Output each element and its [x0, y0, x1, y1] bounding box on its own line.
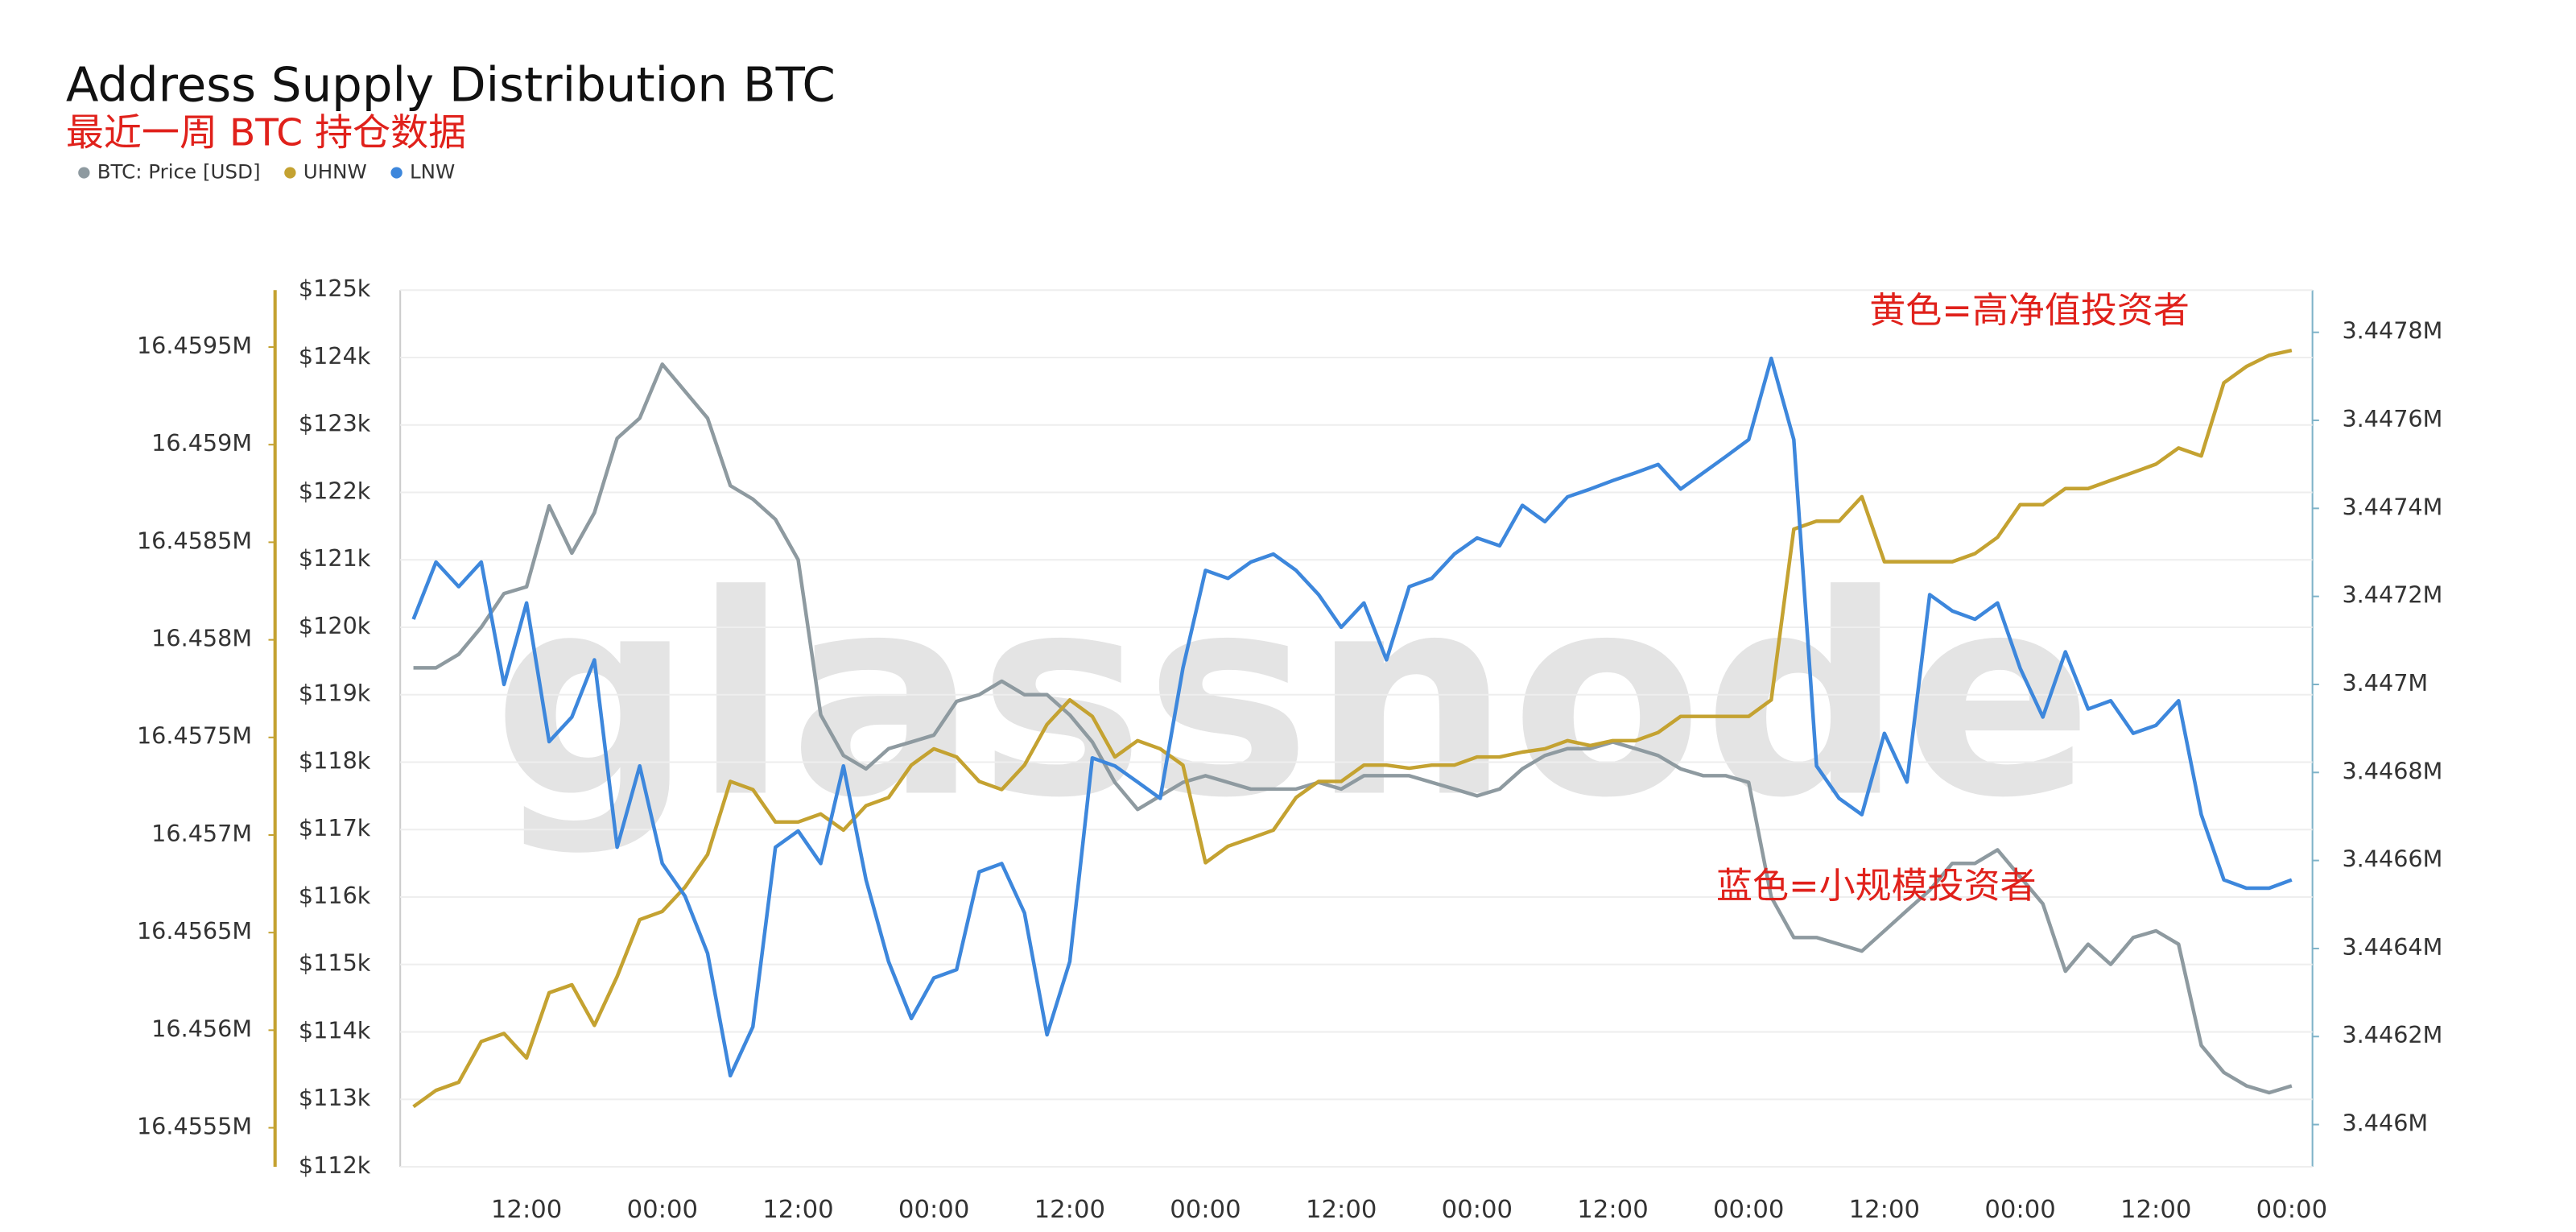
y-tick-label: $125k: [299, 275, 371, 302]
x-tick-label: 12:00: [1577, 1196, 1648, 1224]
y3-tick-label: 16.4585M: [137, 528, 252, 555]
x-tick-label: 00:00: [1442, 1196, 1513, 1224]
y2-tick-label: 3.4464M: [2342, 934, 2442, 961]
legend-label: BTC: Price [USD]: [97, 160, 261, 184]
y3-tick-label: 16.4575M: [137, 723, 252, 750]
y-tick-label: $121k: [299, 545, 371, 572]
legend-marker: [78, 167, 90, 179]
y-tick-label: $117k: [299, 815, 371, 841]
x-tick-label: 00:00: [1984, 1196, 2055, 1224]
y3-tick-label: 16.4595M: [137, 333, 252, 359]
legend-label: UHNW: [303, 160, 367, 184]
y-tick-label: $115k: [299, 950, 371, 977]
y3-tick-label: 16.456M: [151, 1015, 252, 1042]
y-tick-label: $118k: [299, 748, 371, 775]
y2-tick-label: 3.447M: [2342, 670, 2428, 697]
y-tick-label: $124k: [299, 343, 371, 370]
y-tick-label: $112k: [299, 1152, 371, 1179]
y3-tick-label: 16.459M: [151, 430, 252, 457]
x-tick-label: 00:00: [1713, 1196, 1784, 1224]
y3-tick-label: 16.4565M: [137, 918, 252, 945]
y2-tick-label: 3.4472M: [2342, 582, 2442, 609]
y3-tick-label: 16.458M: [151, 626, 252, 652]
y-tick-label: $113k: [299, 1085, 371, 1111]
y-tick-label: $116k: [299, 883, 371, 909]
y2-tick-label: 3.446M: [2342, 1110, 2428, 1137]
x-tick-label: 00:00: [627, 1196, 698, 1224]
legend-label: LNW: [410, 160, 455, 184]
y2-tick-label: 3.4478M: [2342, 318, 2442, 345]
y2-tick-label: 3.4468M: [2342, 758, 2442, 784]
x-tick-label: 00:00: [2256, 1196, 2327, 1224]
series-line: [411, 356, 2293, 1078]
y2-tick-label: 3.4462M: [2342, 1022, 2442, 1048]
x-tick-label: 12:00: [1306, 1196, 1377, 1224]
x-tick-label: 12:00: [491, 1196, 562, 1224]
x-tick-label: 12:00: [762, 1196, 833, 1224]
x-tick-label: 00:00: [1170, 1196, 1241, 1224]
x-tick-label: 12:00: [2120, 1196, 2191, 1224]
y-tick-label: $119k: [299, 680, 371, 707]
annotation: 蓝色=小规模投资者: [1716, 864, 2037, 907]
y2-tick-label: 3.4466M: [2342, 846, 2442, 873]
y-tick-label: $122k: [299, 478, 371, 505]
y3-tick-label: 16.4555M: [137, 1114, 252, 1140]
series-line: [413, 362, 2293, 1095]
y-tick-label: $123k: [299, 411, 371, 437]
series-line: [412, 348, 2293, 1109]
x-tick-label: 12:00: [1849, 1196, 1920, 1224]
chart-subtitle: 最近一周 BTC 持仓数据: [66, 112, 466, 155]
annotation: 黄色=高净值投资者: [1869, 289, 2190, 332]
y2-tick-label: 3.4476M: [2342, 406, 2442, 432]
y2-tick-label: 3.4474M: [2342, 494, 2442, 520]
y-tick-label: $114k: [299, 1018, 371, 1044]
chart-title: Address Supply Distribution BTC: [66, 57, 836, 113]
y3-tick-label: 16.457M: [151, 821, 252, 847]
y-tick-label: $120k: [299, 613, 371, 639]
x-tick-label: 00:00: [898, 1196, 969, 1224]
legend-marker: [390, 167, 402, 179]
x-tick-label: 12:00: [1034, 1196, 1105, 1224]
legend-marker: [284, 167, 296, 179]
